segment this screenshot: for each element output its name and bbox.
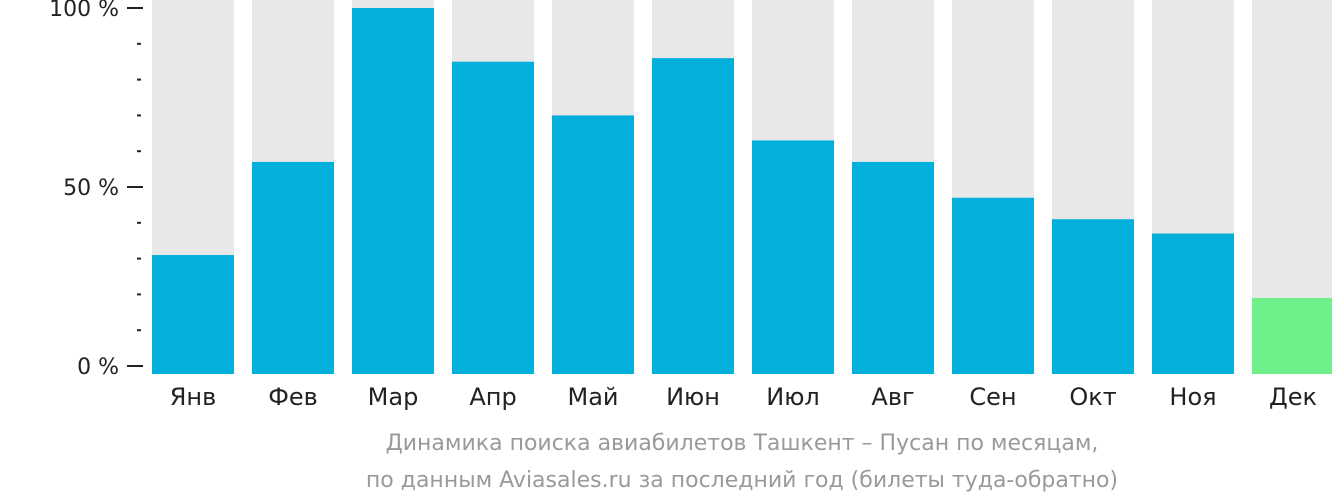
- x-category-label: Ноя: [1169, 383, 1216, 411]
- x-category-label: Сен: [969, 383, 1016, 411]
- y-tick-label: 0 %: [77, 355, 119, 380]
- bar-11: [1152, 233, 1234, 374]
- x-category-label: Май: [567, 383, 618, 411]
- bar-9: [952, 197, 1034, 374]
- chart-caption-line-1: Динамика поиска авиабилетов Ташкент – Пу…: [385, 431, 1099, 456]
- bar-6: [652, 58, 734, 375]
- bar-8: [852, 161, 934, 374]
- x-category-label: Июл: [766, 383, 820, 411]
- x-category-label: Мар: [368, 383, 419, 411]
- bar-10: [1052, 219, 1134, 374]
- x-category-label: Окт: [1069, 383, 1116, 411]
- bar-1: [152, 255, 234, 374]
- x-category-label: Янв: [170, 383, 217, 411]
- chart-caption-line-2: по данным Aviasales.ru за последний год …: [365, 468, 1119, 493]
- x-category-label: Апр: [469, 383, 516, 411]
- x-category-label: Фев: [268, 383, 318, 411]
- x-category-label: Авг: [871, 383, 914, 411]
- bar-3: [352, 8, 434, 374]
- bar-12: [1252, 297, 1332, 374]
- bar-5: [552, 115, 634, 375]
- y-tick-label: 50 %: [63, 176, 119, 201]
- x-category-label: Дек: [1269, 383, 1317, 411]
- y-tick-label: 100 %: [49, 0, 119, 22]
- bar-4: [452, 61, 534, 374]
- x-category-label: Июн: [666, 383, 720, 411]
- bar-7: [752, 140, 834, 374]
- bar-2: [252, 161, 334, 374]
